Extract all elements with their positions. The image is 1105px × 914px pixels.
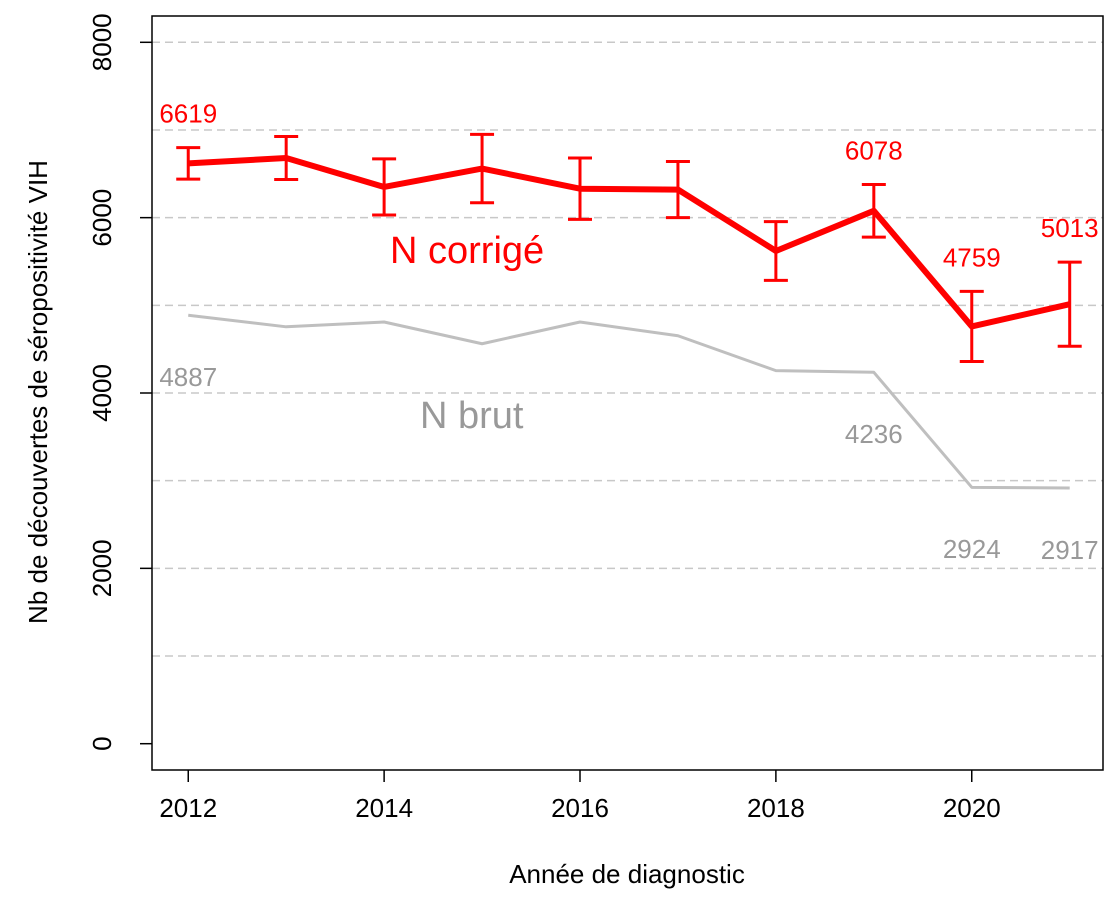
series-label: N corrigé xyxy=(390,230,544,272)
error-bar xyxy=(372,157,397,217)
error-bar xyxy=(567,156,592,221)
data-label: 2924 xyxy=(943,534,1001,564)
series-line xyxy=(188,155,1071,330)
data-label: 6619 xyxy=(159,98,217,128)
error-bar xyxy=(763,220,788,282)
x-tick-label: 2014 xyxy=(355,793,413,823)
error-bar xyxy=(176,146,201,181)
error-bar xyxy=(470,132,495,205)
x-tick-label: 2018 xyxy=(747,793,805,823)
data-label: 4887 xyxy=(159,362,217,392)
data-label: 5013 xyxy=(1041,213,1099,243)
y-tick-label: 0 xyxy=(87,736,117,750)
error-bar xyxy=(861,183,886,239)
y-tick-label: 8000 xyxy=(87,13,117,71)
error-bar xyxy=(959,289,984,364)
y-tick-label: 6000 xyxy=(87,189,117,247)
series-line xyxy=(188,313,1070,490)
data-label: 2917 xyxy=(1041,535,1099,565)
error-bar xyxy=(274,135,299,182)
error-bar xyxy=(1057,260,1082,348)
data-label: 6078 xyxy=(845,135,903,165)
y-axis-title: Nb de découvertes de séropositivité VIH xyxy=(23,160,53,624)
x-tick-label: 2016 xyxy=(551,793,609,823)
x-axis-title: Année de diagnostic xyxy=(509,859,745,889)
y-tick-label: 4000 xyxy=(87,364,117,422)
error-bar xyxy=(665,160,690,220)
series-label: N brut xyxy=(420,395,524,437)
x-tick-label: 2012 xyxy=(159,793,217,823)
data-label: 4236 xyxy=(845,419,903,449)
x-tick-label: 2020 xyxy=(943,793,1001,823)
y-tick-label: 2000 xyxy=(87,539,117,597)
data-label: 4759 xyxy=(943,242,1001,272)
